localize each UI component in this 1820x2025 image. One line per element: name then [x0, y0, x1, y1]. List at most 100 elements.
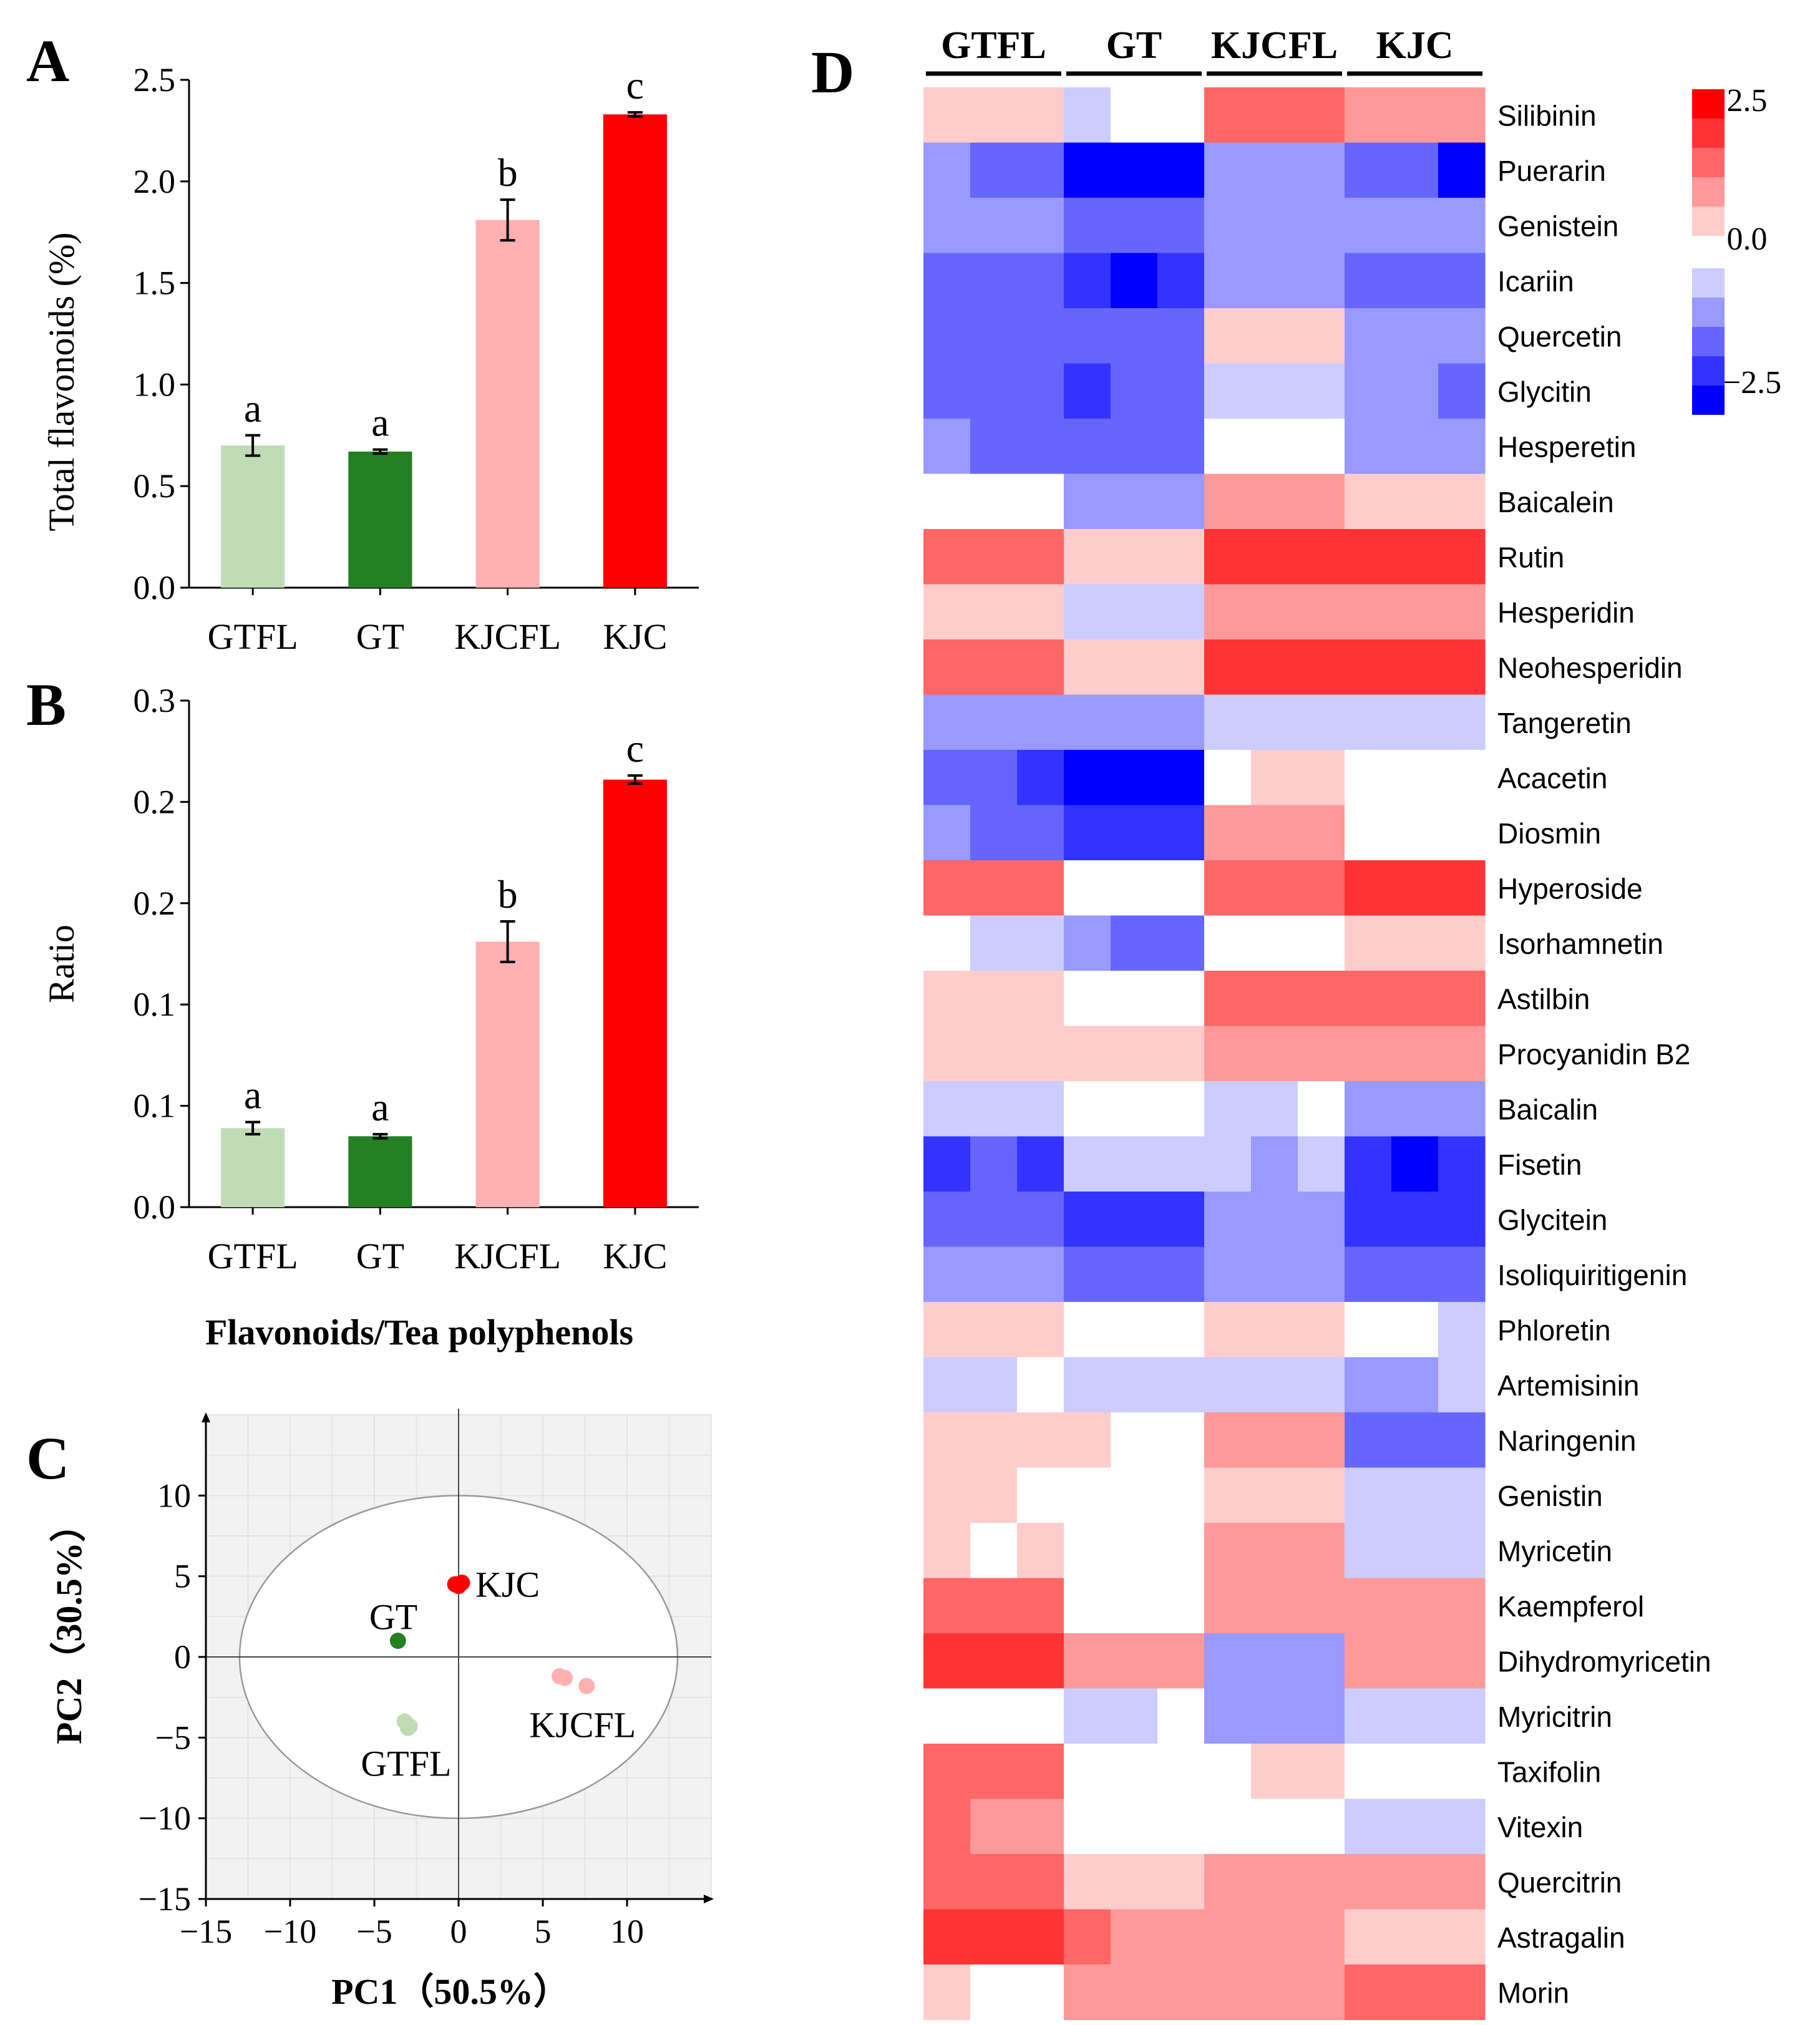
heatmap-cell: [1204, 750, 1252, 806]
heatmap-cell: [970, 1688, 1018, 1744]
y-tick-label: −10: [139, 1800, 191, 1837]
heatmap-cell: [1111, 363, 1158, 419]
y-tick-label: 2.5: [134, 61, 176, 99]
heatmap-cell: [1111, 971, 1158, 1027]
heatmap-cell: [1111, 1633, 1158, 1689]
heatmap-cell: [1017, 142, 1064, 198]
heatmap-cell: [1111, 915, 1158, 971]
heatmap-cell: [1064, 308, 1111, 364]
heatmap-cell: [1017, 915, 1064, 971]
heatmap-cell: [1298, 971, 1345, 1027]
colorbar-min-label: −2.5: [1723, 365, 1781, 401]
heatmap-cell: [1438, 1136, 1486, 1192]
heatmap-cell: [1298, 639, 1345, 696]
x-tick-label: −10: [264, 1913, 316, 1950]
heatmap-cell: [1204, 1467, 1252, 1523]
heatmap-cell: [1345, 1688, 1392, 1744]
heatmap-cell: [1204, 1302, 1252, 1358]
group-label-kjc: KJC: [475, 1565, 540, 1605]
heatmap-cell: [1157, 1412, 1205, 1469]
heatmap-cell: [1251, 805, 1298, 861]
heatmap-cell: [1064, 1136, 1111, 1192]
x-tick-label: GT: [356, 616, 404, 657]
heatmap-cell: [1251, 1192, 1298, 1248]
heatmap-cell: [1111, 584, 1158, 640]
heatmap-cell: [1298, 198, 1345, 254]
heatmap-cell: [970, 639, 1018, 696]
heatmap-cell: [1251, 1964, 1298, 2021]
heatmap-cell: [1345, 860, 1392, 916]
heatmap-cell: [1345, 1246, 1392, 1303]
heatmap-cell: [1345, 1633, 1392, 1689]
row-label: Taxifolin: [1497, 1755, 1601, 1788]
heatmap-cell: [1391, 1688, 1439, 1744]
heatmap-cell: [1204, 1688, 1252, 1744]
heatmap-cell: [1345, 639, 1392, 696]
heatmap-cell: [1298, 87, 1345, 143]
heatmap-cell: [923, 584, 971, 640]
heatmap-cell: [1064, 1578, 1111, 1634]
heatmap-cell: [1064, 1799, 1111, 1855]
heatmap-cell: [1157, 1357, 1205, 1413]
heatmap-cell: [1157, 1578, 1205, 1634]
heatmap-cell: [1298, 1633, 1345, 1689]
heatmap-cell: [1345, 915, 1392, 971]
y-tick-label: 0.2: [134, 783, 176, 820]
heatmap-cell: [1157, 639, 1205, 696]
heatmap-cell: [1391, 1744, 1439, 1800]
heatmap-cell: [1111, 308, 1158, 364]
x-tick-label: 5: [535, 1913, 552, 1950]
heatmap-cell: [1438, 971, 1486, 1027]
heatmap-cell: [1017, 1412, 1064, 1469]
heatmap-cell: [923, 1246, 971, 1303]
row-label: Isoliquiritigenin: [1497, 1259, 1687, 1291]
heatmap-cell: [1111, 860, 1158, 916]
heatmap-cell: [970, 1467, 1018, 1523]
heatmap-cell: [1111, 419, 1158, 475]
y-tick-label: 2.0: [134, 163, 176, 200]
row-label: Neohesperidin: [1497, 651, 1683, 684]
heatmap-cell: [923, 87, 971, 143]
heatmap-cell: [1017, 639, 1064, 696]
significance-letter: a: [244, 386, 261, 430]
heatmap-cell: [1391, 253, 1439, 309]
colorbar-swatch: [1692, 386, 1725, 415]
heatmap-cell: [1157, 1192, 1205, 1248]
heatmap-cell: [1391, 529, 1439, 585]
heatmap-cell: [1391, 1909, 1439, 1965]
heatmap-cell: [1157, 971, 1205, 1027]
heatmap-cell: [970, 363, 1018, 419]
heatmap-cell: [1017, 1302, 1064, 1358]
y-axis-arrow: [202, 1412, 210, 1422]
heatmap-cell: [970, 1136, 1018, 1192]
heatmap-cell: [1298, 363, 1345, 419]
row-label: Naringenin: [1497, 1424, 1636, 1457]
heatmap-cell: [1111, 1964, 1158, 2021]
heatmap-cell: [970, 1412, 1018, 1469]
bar-gtfl: [221, 1128, 285, 1207]
heatmap-cell: [1111, 198, 1158, 254]
heatmap-cell: [1251, 1523, 1298, 1579]
heatmap-cell: [1438, 584, 1486, 640]
heatmap-cell: [1064, 1744, 1111, 1800]
heatmap-cell: [1298, 1964, 1345, 2021]
heatmap-cell: [970, 1578, 1018, 1634]
heatmap-cell: [1391, 142, 1439, 198]
colorbar-swatch: [1692, 206, 1725, 236]
heatmap-cell: [1157, 1633, 1205, 1689]
bar-kjcfl: [475, 220, 540, 588]
heatmap-cell: [1111, 1909, 1158, 1965]
heatmap-cell: [1251, 1633, 1298, 1689]
heatmap-cell: [923, 1909, 971, 1965]
row-label: Diosmin: [1497, 817, 1601, 850]
heatmap-cell: [1251, 584, 1298, 640]
y-tick-label: −15: [139, 1880, 191, 1918]
heatmap-cell: [970, 1026, 1018, 1082]
heatmap-cell: [1204, 1633, 1252, 1689]
heatmap-cell: [970, 1799, 1018, 1855]
heatmap-cell: [1345, 805, 1392, 861]
colorbar-swatch: [1692, 89, 1725, 119]
heatmap-cell: [1064, 971, 1111, 1027]
heatmap-cell: [1017, 694, 1064, 750]
heatmap-cell: [923, 308, 971, 364]
